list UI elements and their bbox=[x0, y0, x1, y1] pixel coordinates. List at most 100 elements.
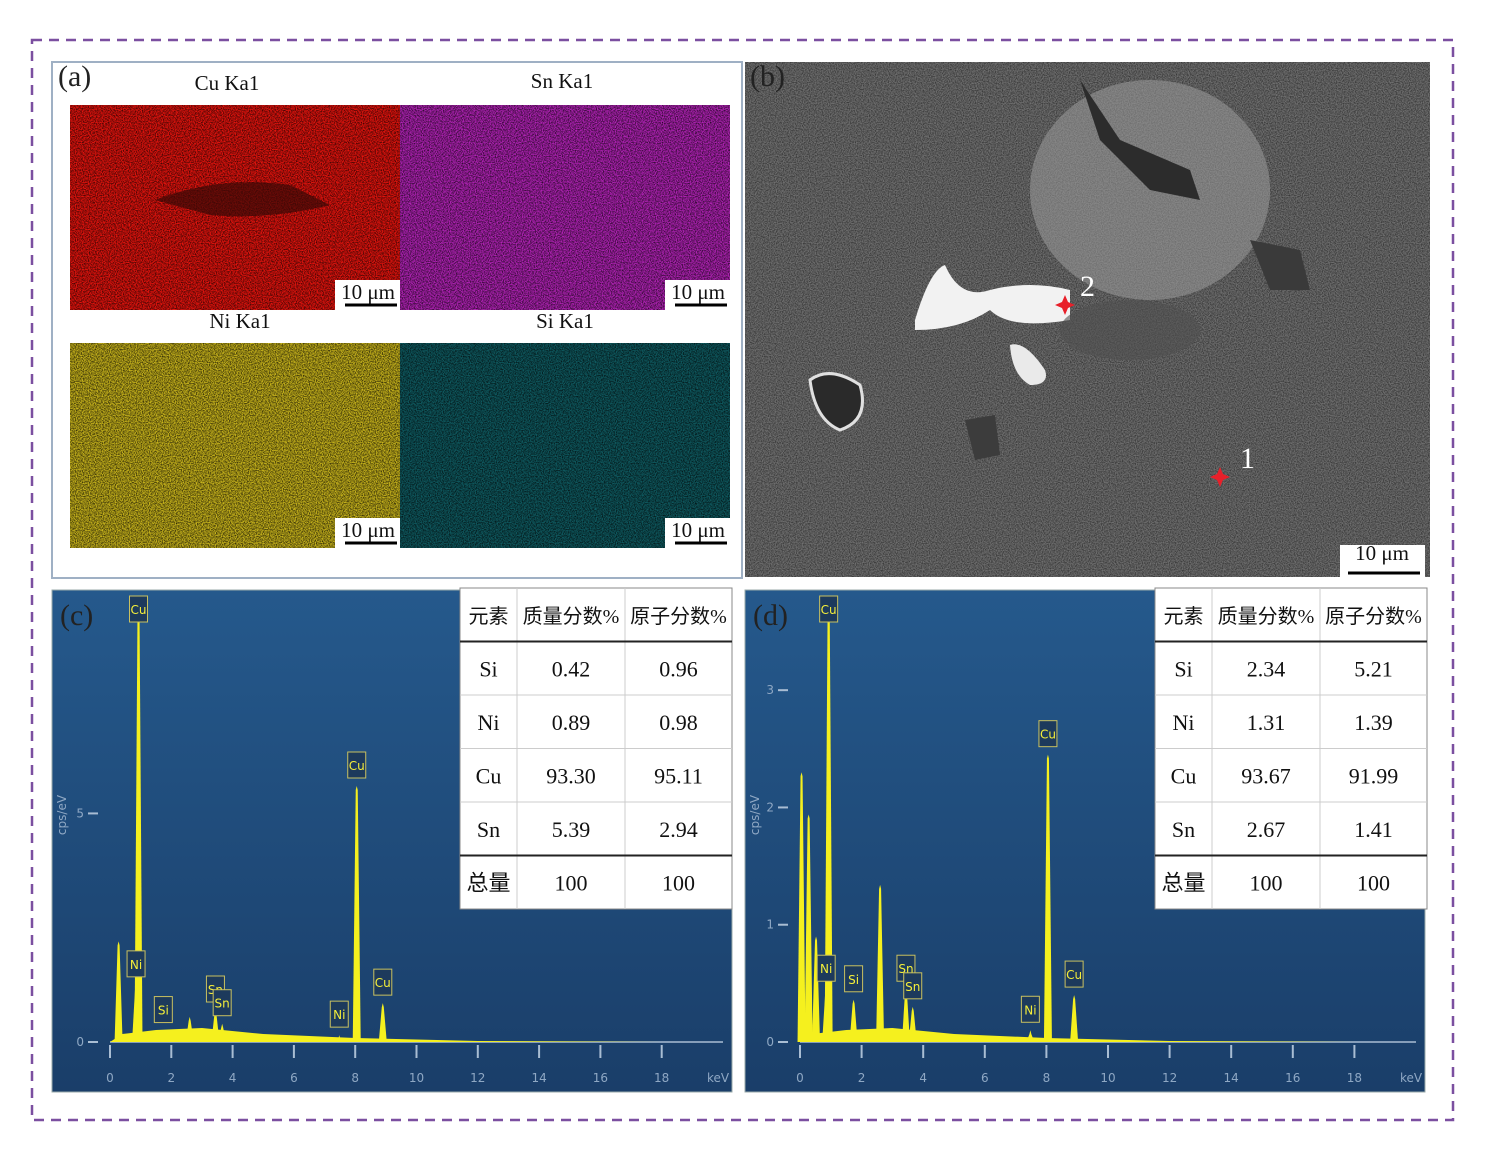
peak bbox=[822, 989, 831, 1042]
table-header: 质量分数% bbox=[523, 605, 620, 628]
peak bbox=[908, 1006, 917, 1042]
x-tick-label: 16 bbox=[1285, 1071, 1300, 1085]
peak-label-box bbox=[903, 972, 923, 1000]
peak bbox=[218, 1023, 227, 1042]
table-cell: Sn bbox=[1172, 817, 1195, 842]
x-tick-label: 12 bbox=[1162, 1071, 1177, 1085]
peak bbox=[1026, 1030, 1035, 1042]
peak-label-box bbox=[347, 751, 367, 779]
map-feature bbox=[155, 182, 330, 217]
x-tick-label: 8 bbox=[351, 1071, 359, 1085]
x-tick-label: 0 bbox=[796, 1071, 804, 1085]
map-noise bbox=[400, 343, 730, 548]
table-cell: 93.30 bbox=[546, 764, 596, 789]
peak bbox=[901, 989, 910, 1042]
peak-label-box bbox=[844, 965, 864, 993]
point-label: 2 bbox=[1080, 270, 1095, 303]
peak-label: Cu bbox=[375, 976, 391, 990]
scale-bar-label: 10 μm bbox=[671, 518, 725, 542]
map-title: Sn Ka1 bbox=[531, 69, 593, 93]
peak bbox=[114, 941, 123, 1042]
x-tick-label: 10 bbox=[409, 1071, 424, 1085]
table-cell: Si bbox=[479, 657, 497, 682]
y-tick-label: 0 bbox=[766, 1035, 774, 1049]
point-label: 1 bbox=[1240, 442, 1255, 475]
peak-label: Ni bbox=[1024, 1003, 1036, 1017]
peak-label: Cu bbox=[1040, 728, 1056, 742]
table-cell: 100 bbox=[1357, 871, 1390, 896]
x-tick-label: 0 bbox=[106, 1071, 114, 1085]
x-tick-label: 2 bbox=[167, 1071, 175, 1085]
peak-label-box bbox=[1038, 720, 1058, 748]
peak-label-box bbox=[129, 595, 149, 623]
table-cell: Ni bbox=[1173, 710, 1195, 735]
x-tick-label: 10 bbox=[1100, 1071, 1115, 1085]
x-unit: keV bbox=[1400, 1071, 1423, 1085]
map-noise bbox=[70, 343, 400, 548]
table-cell: 0.42 bbox=[552, 657, 591, 682]
x-tick-label: 18 bbox=[1347, 1071, 1362, 1085]
peak-label-box bbox=[819, 595, 839, 623]
sem-image bbox=[745, 62, 1430, 577]
x-tick-label: 8 bbox=[1043, 1071, 1051, 1085]
x-tick-label: 12 bbox=[470, 1071, 485, 1085]
table-cell: 0.89 bbox=[552, 710, 591, 735]
table-cell: 总量 bbox=[466, 871, 510, 896]
scale-bar-label: 10 μm bbox=[1355, 541, 1409, 565]
table-cell: Ni bbox=[478, 710, 500, 735]
table-cell: 总量 bbox=[1161, 871, 1205, 896]
table-cell: 91.99 bbox=[1349, 764, 1399, 789]
table-cell: 1.31 bbox=[1247, 710, 1286, 735]
continuum bbox=[110, 1028, 662, 1042]
peak bbox=[812, 936, 821, 1042]
x-tick-label: 6 bbox=[981, 1071, 989, 1085]
x-tick-label: 14 bbox=[1224, 1071, 1239, 1085]
panel-label: (a) bbox=[58, 60, 91, 93]
table-header: 元素 bbox=[469, 605, 509, 628]
peak-label: Cu bbox=[131, 603, 147, 617]
x-tick-label: 2 bbox=[858, 1071, 866, 1085]
peak bbox=[335, 1035, 344, 1042]
x-tick-label: 4 bbox=[919, 1071, 927, 1085]
y-axis-label: cps/eV bbox=[748, 794, 762, 835]
peak-label: Cu bbox=[1066, 968, 1082, 982]
x-tick-label: 6 bbox=[290, 1071, 298, 1085]
table-cell: 5.39 bbox=[552, 817, 591, 842]
table-cell: Cu bbox=[1171, 764, 1197, 789]
table-cell: Sn bbox=[477, 817, 500, 842]
peak-label-box bbox=[126, 950, 146, 978]
peak-label: Ni bbox=[333, 1008, 345, 1022]
peak-label: Si bbox=[848, 973, 859, 987]
table-cell: 1.41 bbox=[1354, 817, 1393, 842]
table-header: 原子分数% bbox=[1325, 605, 1422, 628]
peak bbox=[797, 772, 806, 1042]
table-cell: 100 bbox=[662, 871, 695, 896]
x-tick-label: 18 bbox=[654, 1071, 669, 1085]
peak bbox=[132, 984, 141, 1042]
peak bbox=[804, 814, 813, 1042]
y-axis-label: cps/eV bbox=[55, 794, 69, 835]
peak-label-box bbox=[1020, 995, 1040, 1023]
figure-border bbox=[30, 38, 1455, 1122]
y-tick-label: 1 bbox=[766, 918, 774, 932]
continuum bbox=[800, 1028, 1355, 1042]
peak-label: Si bbox=[158, 1004, 169, 1018]
peak-label-box bbox=[816, 954, 836, 982]
peak bbox=[352, 786, 361, 1042]
panel-label: (c) bbox=[60, 599, 93, 632]
peak-label-box bbox=[212, 989, 232, 1017]
peak-label-box bbox=[329, 1000, 349, 1028]
scale-bar-label: 10 μm bbox=[671, 280, 725, 304]
table-cell: 1.39 bbox=[1354, 710, 1393, 735]
peak-label-box bbox=[1064, 960, 1084, 988]
peak bbox=[849, 999, 858, 1042]
map-title: Si Ka1 bbox=[536, 309, 594, 333]
peak-label-box bbox=[153, 996, 173, 1024]
table-cell: 93.67 bbox=[1241, 764, 1291, 789]
peak-label: Sn bbox=[215, 997, 230, 1011]
x-tick-label: 14 bbox=[531, 1071, 546, 1085]
x-tick-label: 4 bbox=[229, 1071, 237, 1085]
x-unit: keV bbox=[707, 1071, 730, 1085]
peak bbox=[159, 1030, 168, 1042]
